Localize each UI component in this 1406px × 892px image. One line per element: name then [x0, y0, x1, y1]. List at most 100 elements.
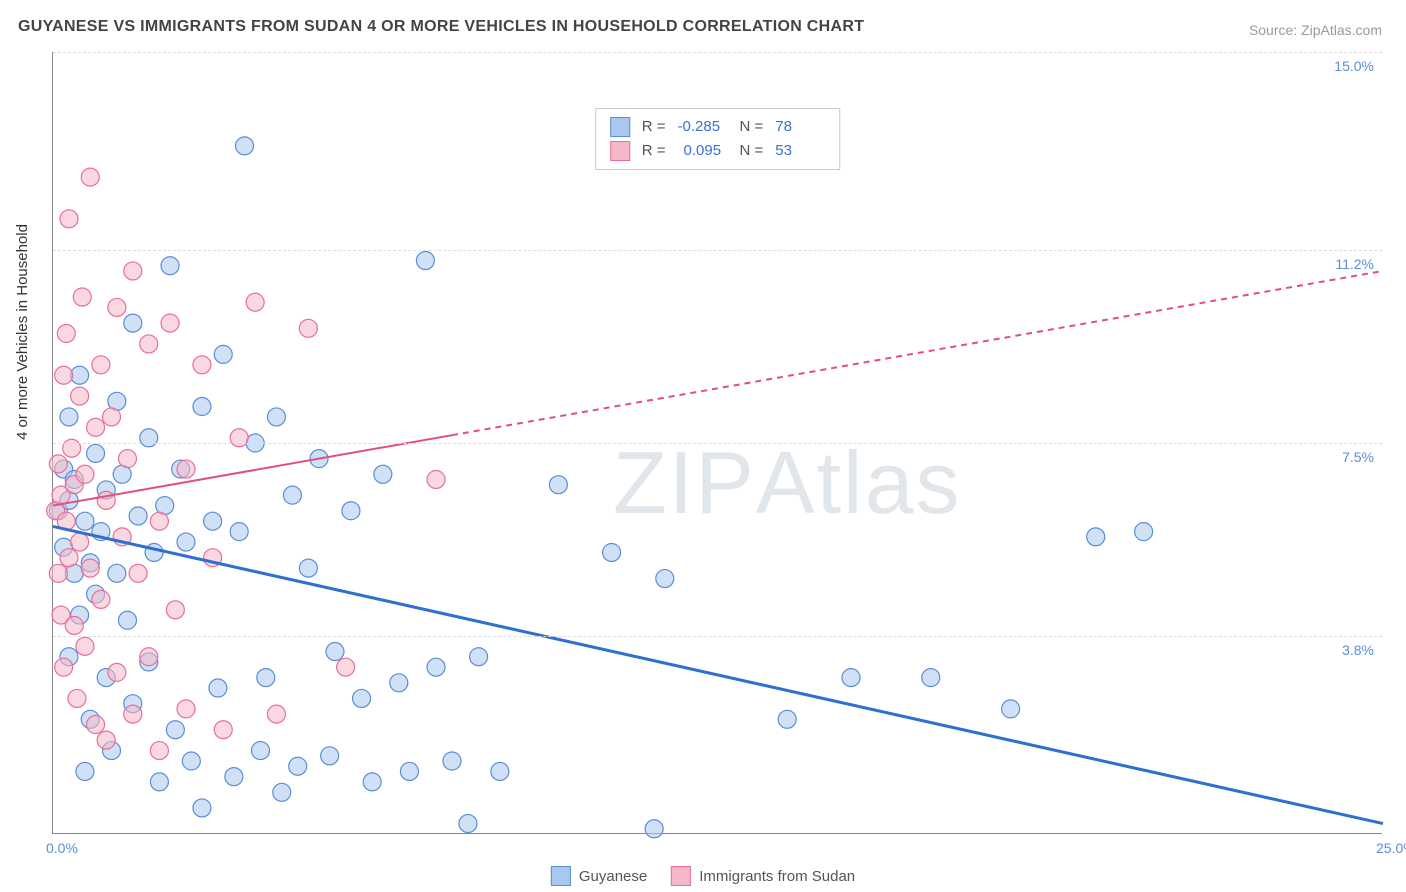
scatter-point-sudan: [92, 590, 110, 608]
scatter-point-sudan: [103, 408, 121, 426]
scatter-point-guyanese: [214, 345, 232, 363]
scatter-point-guyanese: [299, 559, 317, 577]
x-tick-label: 0.0%: [46, 840, 78, 856]
scatter-point-guyanese: [283, 486, 301, 504]
scatter-point-guyanese: [129, 507, 147, 525]
scatter-point-guyanese: [470, 648, 488, 666]
scatter-point-sudan: [97, 731, 115, 749]
legend-item-guyanese: Guyanese: [551, 866, 647, 886]
scatter-point-guyanese: [257, 669, 275, 687]
scatter-point-guyanese: [118, 611, 136, 629]
scatter-point-guyanese: [161, 257, 179, 275]
scatter-point-guyanese: [204, 512, 222, 530]
scatter-point-sudan: [427, 470, 445, 488]
scatter-point-guyanese: [400, 762, 418, 780]
y-tick-label: 7.5%: [1342, 449, 1374, 465]
swatch-sudan: [671, 866, 691, 886]
scatter-point-sudan: [124, 262, 142, 280]
scatter-point-sudan: [140, 648, 158, 666]
r-label: R =: [642, 115, 666, 139]
scatter-point-sudan: [81, 168, 99, 186]
scatter-point-guyanese: [321, 747, 339, 765]
scatter-point-guyanese: [87, 444, 105, 462]
scatter-point-guyanese: [193, 398, 211, 416]
x-tick-label: 25.0%: [1376, 840, 1406, 856]
legend-label-guyanese: Guyanese: [579, 868, 647, 885]
scatter-point-sudan: [71, 533, 89, 551]
scatter-point-sudan: [92, 356, 110, 374]
scatter-point-sudan: [193, 356, 211, 374]
stats-row-guyanese: R = -0.285 N = 78: [610, 115, 826, 139]
y-tick-label: 11.2%: [1335, 256, 1374, 272]
scatter-point-guyanese: [416, 252, 434, 270]
scatter-point-guyanese: [645, 820, 663, 838]
scatter-point-sudan: [71, 387, 89, 405]
y-tick-label: 15.0%: [1334, 58, 1374, 74]
scatter-point-sudan: [68, 689, 86, 707]
scatter-point-guyanese: [150, 773, 168, 791]
scatter-point-guyanese: [922, 669, 940, 687]
scatter-point-sudan: [49, 455, 67, 473]
scatter-point-guyanese: [656, 570, 674, 588]
scatter-point-sudan: [87, 418, 105, 436]
scatter-point-guyanese: [267, 408, 285, 426]
scatter-point-sudan: [140, 335, 158, 353]
scatter-point-guyanese: [225, 768, 243, 786]
scatter-point-sudan: [124, 705, 142, 723]
scatter-point-sudan: [177, 460, 195, 478]
swatch-guyanese: [610, 117, 630, 137]
scatter-point-guyanese: [140, 429, 158, 447]
scatter-point-sudan: [214, 721, 232, 739]
scatter-point-sudan: [246, 293, 264, 311]
scatter-point-guyanese: [342, 502, 360, 520]
legend-label-sudan: Immigrants from Sudan: [699, 868, 855, 885]
scatter-point-sudan: [76, 637, 94, 655]
scatter-point-guyanese: [1087, 528, 1105, 546]
scatter-point-guyanese: [390, 674, 408, 692]
n-value-guyanese: 78: [775, 115, 825, 139]
r-value-sudan: 0.095: [678, 139, 728, 163]
scatter-point-guyanese: [251, 742, 269, 760]
scatter-point-guyanese: [193, 799, 211, 817]
r-value-guyanese: -0.285: [678, 115, 728, 139]
scatter-point-guyanese: [427, 658, 445, 676]
scatter-point-sudan: [161, 314, 179, 332]
stats-legend: R = -0.285 N = 78 R = 0.095 N = 53: [595, 108, 841, 170]
scatter-point-sudan: [177, 700, 195, 718]
stats-row-sudan: R = 0.095 N = 53: [610, 139, 826, 163]
scatter-point-sudan: [81, 559, 99, 577]
scatter-point-sudan: [166, 601, 184, 619]
scatter-point-guyanese: [124, 314, 142, 332]
scatter-point-sudan: [49, 564, 67, 582]
scatter-point-guyanese: [443, 752, 461, 770]
scatter-point-guyanese: [60, 408, 78, 426]
scatter-point-guyanese: [209, 679, 227, 697]
scatter-point-guyanese: [374, 465, 392, 483]
trendline-sudan-dashed: [452, 271, 1383, 435]
scatter-point-sudan: [230, 429, 248, 447]
scatter-point-guyanese: [326, 643, 344, 661]
swatch-sudan: [610, 141, 630, 161]
scatter-point-sudan: [57, 325, 75, 343]
scatter-point-guyanese: [353, 689, 371, 707]
scatter-point-sudan: [55, 366, 73, 384]
scatter-point-guyanese: [1135, 523, 1153, 541]
scatter-point-sudan: [118, 450, 136, 468]
n-label: N =: [740, 139, 764, 163]
scatter-point-sudan: [150, 742, 168, 760]
scatter-point-sudan: [63, 439, 81, 457]
scatter-point-guyanese: [491, 762, 509, 780]
r-label: R =: [642, 139, 666, 163]
scatter-point-guyanese: [363, 773, 381, 791]
y-tick-label: 3.8%: [1342, 642, 1374, 658]
trendline-guyanese: [53, 526, 1383, 823]
scatter-point-guyanese: [549, 476, 567, 494]
scatter-point-sudan: [150, 512, 168, 530]
scatter-point-sudan: [108, 663, 126, 681]
scatter-point-sudan: [60, 210, 78, 228]
scatter-point-guyanese: [177, 533, 195, 551]
scatter-point-sudan: [299, 319, 317, 337]
scatter-point-sudan: [97, 491, 115, 509]
scatter-point-guyanese: [289, 757, 307, 775]
scatter-point-sudan: [76, 465, 94, 483]
